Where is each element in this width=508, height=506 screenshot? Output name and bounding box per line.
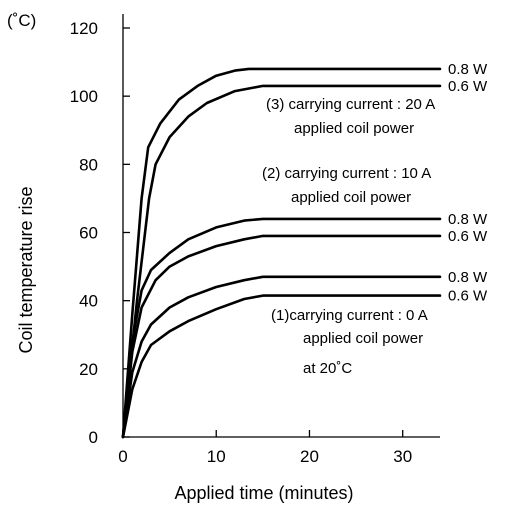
annotation-group-1: (1)carrying current : 0 A applied coil p… bbox=[271, 307, 428, 377]
x-tick-label: 0 bbox=[118, 447, 127, 466]
series-line-1 bbox=[121, 67, 442, 439]
series-label-2: 0.6 W bbox=[448, 78, 488, 95]
series-line-3 bbox=[121, 217, 442, 439]
annotation-group-3: (3) carrying current : 20 A applied coil… bbox=[266, 96, 435, 137]
curves bbox=[121, 67, 442, 439]
y-tick-label: 120 bbox=[70, 19, 98, 38]
annotation-1-line-2: applied coil power bbox=[303, 330, 423, 347]
y-tick-label: 100 bbox=[70, 87, 98, 106]
annotation-3-line-1: (3) carrying current : 20 A bbox=[266, 96, 435, 113]
annotation-2-line-1: (2) carrying current : 10 A bbox=[262, 165, 431, 182]
y-tick-label: 40 bbox=[79, 292, 98, 311]
annotation-group-2: (2) carrying current : 10 A applied coil… bbox=[262, 165, 431, 206]
series-line-6 bbox=[121, 294, 442, 439]
series-label-1: 0.8 W bbox=[448, 61, 488, 78]
series-line-5 bbox=[121, 275, 442, 439]
y-axis-title: Coil temperature rise bbox=[16, 186, 36, 353]
x-ticks: 0 10 20 30 bbox=[118, 430, 412, 466]
series-label-6: 0.6 W bbox=[448, 288, 488, 305]
x-tick-label: 30 bbox=[393, 447, 412, 466]
y-tick-label: 20 bbox=[79, 360, 98, 379]
y-tick-label: 60 bbox=[79, 224, 98, 243]
annotation-2-line-2: applied coil power bbox=[291, 189, 411, 206]
series-label-3: 0.8 W bbox=[448, 211, 488, 228]
series-labels: 0.8 W0.6 W0.8 W0.6 W0.8 W0.6 W bbox=[448, 61, 488, 305]
series-line-4 bbox=[121, 234, 442, 439]
y-unit: (˚C) bbox=[7, 11, 36, 30]
annotation-3-line-2: applied coil power bbox=[294, 120, 414, 137]
series-label-4: 0.6 W bbox=[448, 228, 488, 245]
annotation-1-line-3: at 20˚C bbox=[303, 360, 352, 377]
axes bbox=[122, 14, 440, 438]
annotation-1-line-1: (1)carrying current : 0 A bbox=[271, 307, 428, 324]
x-tick-label: 10 bbox=[207, 447, 226, 466]
y-tick-label: 0 bbox=[89, 428, 98, 447]
series-line-2 bbox=[121, 84, 442, 439]
series-label-5: 0.8 W bbox=[448, 269, 488, 286]
x-axis-title: Applied time (minutes) bbox=[174, 483, 353, 503]
y-ticks: 0 20 40 60 80 100 120 bbox=[70, 19, 130, 447]
x-tick-label: 20 bbox=[300, 447, 319, 466]
y-tick-label: 80 bbox=[79, 155, 98, 174]
